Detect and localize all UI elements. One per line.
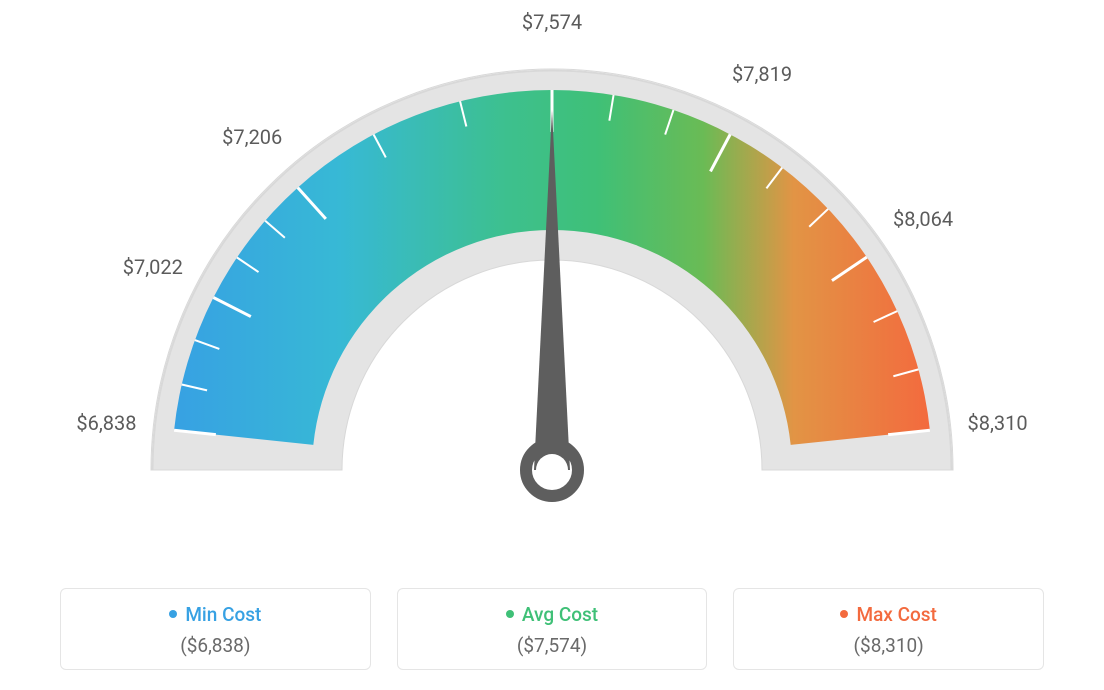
gauge-tick-label: $8,064 [893, 207, 953, 231]
legend-dot-max [840, 610, 848, 618]
legend-value-max: ($8,310) [750, 634, 1027, 657]
gauge-tick-label: $6,838 [76, 411, 136, 435]
legend-card-min: Min Cost ($6,838) [60, 588, 371, 670]
legend-title-avg: Avg Cost [414, 603, 691, 626]
gauge-tick-label: $7,819 [732, 62, 792, 86]
legend-title-max-text: Max Cost [856, 603, 936, 626]
legend-title-max: Max Cost [750, 603, 1027, 626]
legend-card-max: Max Cost ($8,310) [733, 588, 1044, 670]
legend-dot-avg [506, 610, 514, 618]
legend-dot-min [169, 610, 177, 618]
gauge-tick-label: $7,206 [222, 125, 282, 149]
gauge-tick-label: $7,022 [123, 255, 183, 279]
cost-gauge-chart: $6,838 $7,022 $7,206 $7,574 $7,819 $8,064 $8,3… [0, 0, 1104, 690]
legend-card-avg: Avg Cost ($7,574) [397, 588, 708, 670]
gauge-tick-label: $8,310 [967, 411, 1027, 435]
legend-value-avg: ($7,574) [414, 634, 691, 657]
gauge-svg [0, 0, 1104, 560]
gauge-tick-label: $7,574 [522, 10, 582, 34]
legend-title-min-text: Min Cost [185, 603, 261, 626]
legend-title-min: Min Cost [77, 603, 354, 626]
legend-title-avg-text: Avg Cost [522, 603, 598, 626]
gauge-area: $6,838 $7,022 $7,206 $7,574 $7,819 $8,064 $8,3… [0, 0, 1104, 560]
legend-value-min: ($6,838) [77, 634, 354, 657]
legend-row: Min Cost ($6,838) Avg Cost ($7,574) Max … [0, 588, 1104, 670]
